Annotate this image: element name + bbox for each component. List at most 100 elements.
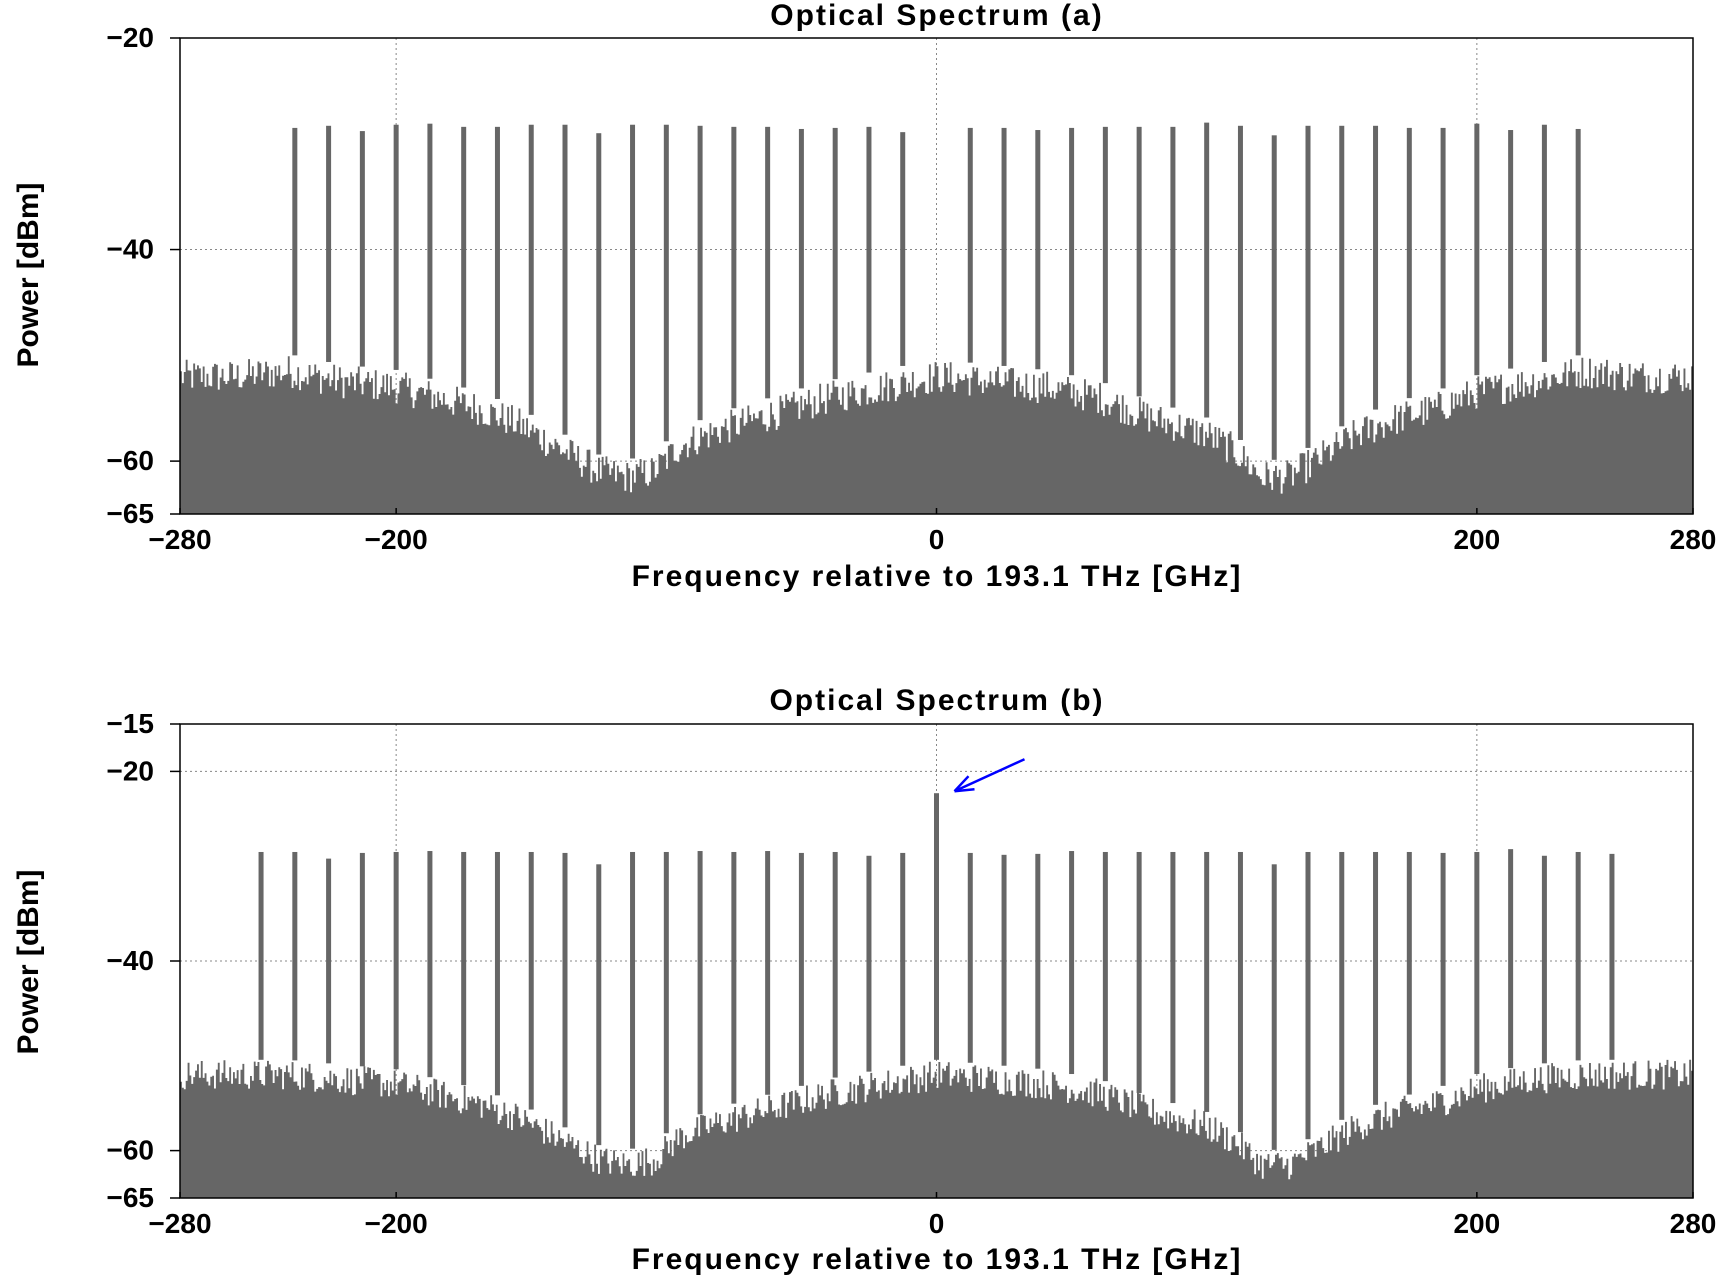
y-tick-label: −40 — [107, 945, 155, 976]
carrier-line — [832, 127, 838, 380]
carrier-line — [1136, 126, 1142, 397]
noise-floor-area — [180, 356, 1693, 514]
chart-panel-a: Optical Spectrum (a) Frequency relative … — [12, 0, 1716, 593]
carrier-line — [1440, 852, 1446, 1086]
x-tick-label: −280 — [148, 1208, 211, 1239]
carrier-line — [1508, 849, 1514, 1069]
carrier-line — [1170, 126, 1176, 408]
carrier-line — [663, 851, 669, 1134]
carrier-line — [798, 852, 804, 1086]
y-tick-label: −20 — [107, 755, 155, 786]
carrier-line — [1440, 127, 1446, 389]
x-axis-label: Frequency relative to 193.1 THz [GHz] — [632, 560, 1243, 593]
carrier-line — [1305, 851, 1311, 1140]
carrier-line — [326, 125, 332, 362]
carrier-line — [697, 851, 703, 1115]
carrier-line — [1474, 123, 1480, 376]
x-tick-label: 200 — [1453, 1208, 1500, 1239]
carrier-line — [1136, 851, 1142, 1093]
carrier-line — [731, 126, 737, 409]
y-tick-label: −60 — [107, 445, 155, 476]
carrier-line — [1204, 122, 1210, 418]
carrier-line — [1541, 124, 1547, 362]
carrier-line — [1102, 126, 1108, 384]
y-axis-label: Power [dBm] — [12, 182, 45, 367]
carrier-line — [1339, 851, 1345, 1120]
carrier-line — [731, 851, 737, 1104]
carrier-line — [1271, 135, 1277, 460]
carrier-line — [596, 864, 602, 1146]
carrier-line — [1373, 125, 1379, 410]
carrier-line — [934, 793, 939, 1060]
carrier-line — [663, 124, 669, 442]
carrier-line — [326, 858, 332, 1064]
carrier-line — [1069, 851, 1075, 1075]
carrier-line — [1170, 851, 1176, 1104]
carrier-line — [562, 124, 568, 435]
carrier-line — [1271, 864, 1277, 1150]
chart-title: Optical Spectrum (b) — [769, 684, 1104, 717]
carrier-line — [765, 126, 771, 399]
carrier-line — [798, 128, 804, 389]
carrier-line — [393, 124, 399, 370]
carrier-line — [596, 133, 602, 455]
carrier-line — [1001, 854, 1007, 1066]
carrier-line — [528, 851, 534, 1110]
plot-area: −280 −200 0 200 280 −20 −40 −60 −65 — [107, 22, 1717, 555]
carrier-line — [359, 131, 365, 367]
carrier-line — [528, 124, 534, 415]
carrier-line — [461, 126, 467, 388]
carrier-line — [765, 851, 771, 1095]
carrier-line — [1575, 851, 1581, 1061]
carrier-line — [427, 851, 433, 1078]
carrier-line — [494, 851, 500, 1096]
y-tick-label: −40 — [107, 234, 155, 265]
carrier-line — [866, 855, 872, 1072]
carrier-line — [630, 851, 636, 1149]
carrier-line — [1305, 125, 1311, 448]
carrier-line — [562, 852, 568, 1128]
carrier-line — [1575, 128, 1581, 356]
y-tick-label: −60 — [107, 1135, 155, 1166]
carrier-line — [1204, 851, 1210, 1112]
carrier-line — [1373, 851, 1379, 1105]
carrier-line — [494, 126, 500, 399]
carrier-line — [292, 851, 298, 1061]
carrier-line — [1069, 127, 1075, 376]
carrier-line — [1339, 125, 1345, 427]
y-tick-label: −20 — [107, 22, 155, 53]
carrier-line — [1102, 851, 1108, 1082]
carrier-line — [258, 851, 264, 1060]
carrier-line — [1609, 853, 1615, 1060]
carrier-line — [697, 125, 703, 421]
y-axis-label: Power [dBm] — [12, 869, 45, 1054]
carrier-line — [1406, 127, 1412, 399]
carrier-line — [1508, 130, 1514, 369]
carrier-line — [427, 123, 433, 379]
x-tick-label: 0 — [929, 1208, 945, 1239]
carrier-line — [900, 132, 906, 366]
noise-floor-area — [180, 1059, 1693, 1198]
carrier-line — [1237, 851, 1243, 1133]
x-tick-label: 200 — [1453, 524, 1500, 555]
carrier-line — [1474, 851, 1480, 1075]
carrier-line — [1035, 853, 1041, 1069]
chart-title: Optical Spectrum (a) — [770, 0, 1103, 32]
carrier-line — [866, 126, 872, 373]
y-tick-label: −65 — [107, 498, 155, 529]
annotation-arrowhead — [953, 775, 975, 793]
carrier-line — [1541, 855, 1547, 1064]
carrier-line — [1001, 127, 1007, 366]
x-tick-label: 280 — [1670, 524, 1717, 555]
x-tick-label: −200 — [365, 524, 428, 555]
carrier-line — [393, 851, 399, 1070]
plot-area: −280 −200 0 200 280 −15 −20 −40 −60 −65 — [107, 708, 1717, 1239]
x-axis-label: Frequency relative to 193.1 THz [GHz] — [632, 1243, 1243, 1276]
y-tick-label: −65 — [107, 1182, 155, 1213]
annotation-arrow — [953, 758, 1026, 793]
carrier-line — [967, 852, 973, 1063]
x-tick-label: 0 — [929, 524, 945, 555]
x-tick-label: −280 — [148, 524, 211, 555]
y-tick-label: −15 — [107, 708, 155, 739]
